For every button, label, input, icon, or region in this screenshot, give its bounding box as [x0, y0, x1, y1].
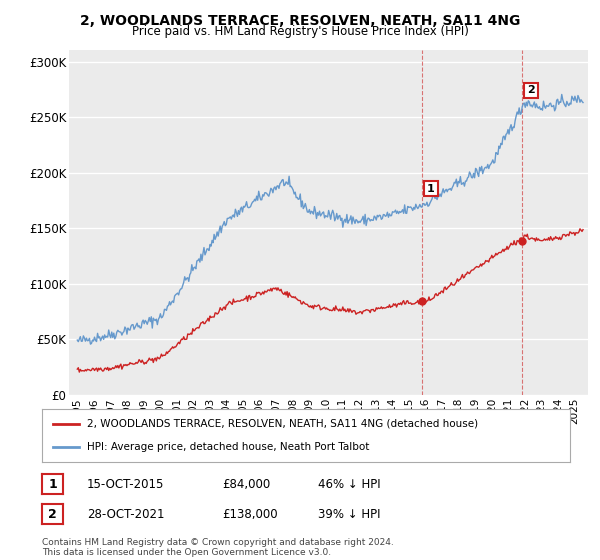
Text: HPI: Average price, detached house, Neath Port Talbot: HPI: Average price, detached house, Neat…: [87, 442, 369, 452]
Text: 46% ↓ HPI: 46% ↓ HPI: [318, 478, 380, 491]
Text: 1: 1: [427, 184, 435, 194]
Text: Contains HM Land Registry data © Crown copyright and database right 2024.
This d: Contains HM Land Registry data © Crown c…: [42, 538, 394, 557]
Text: 2, WOODLANDS TERRACE, RESOLVEN, NEATH, SA11 4NG (detached house): 2, WOODLANDS TERRACE, RESOLVEN, NEATH, S…: [87, 419, 478, 429]
Text: 28-OCT-2021: 28-OCT-2021: [87, 507, 164, 521]
Text: £138,000: £138,000: [222, 507, 278, 521]
Text: 2: 2: [48, 507, 57, 521]
Text: 39% ↓ HPI: 39% ↓ HPI: [318, 507, 380, 521]
Text: Price paid vs. HM Land Registry's House Price Index (HPI): Price paid vs. HM Land Registry's House …: [131, 25, 469, 38]
Text: 2: 2: [527, 86, 535, 95]
Text: £84,000: £84,000: [222, 478, 270, 491]
Text: 15-OCT-2015: 15-OCT-2015: [87, 478, 164, 491]
Text: 2, WOODLANDS TERRACE, RESOLVEN, NEATH, SA11 4NG: 2, WOODLANDS TERRACE, RESOLVEN, NEATH, S…: [80, 14, 520, 28]
Text: 1: 1: [48, 478, 57, 491]
